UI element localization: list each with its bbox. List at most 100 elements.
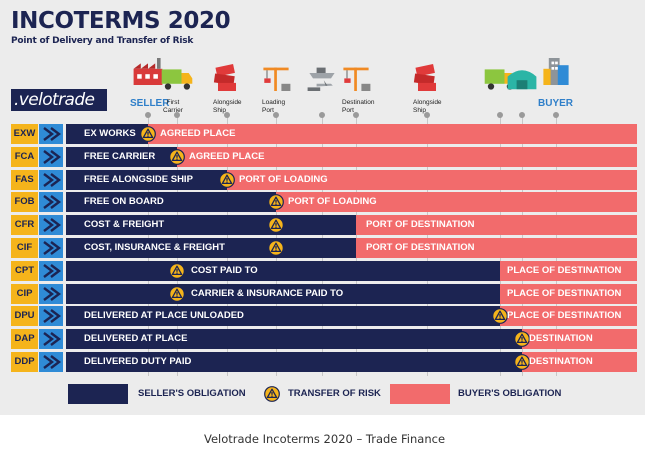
port-crane-icon [343, 67, 371, 91]
buyer-obligation-bar [356, 238, 637, 258]
legend-seller-label: SELLER'S OBLIGATION [138, 388, 246, 399]
stage-label: Destination Port [342, 99, 375, 114]
stage-label: Alongside Ship [213, 99, 242, 114]
incoterm-code: FOB [11, 192, 38, 213]
incoterm-code: FAS [11, 169, 38, 190]
incoterm-name: DELIVERED AT PLACE UNLOADED [84, 310, 244, 322]
incoterm-name: COST PAID TO [191, 264, 258, 276]
legend-seller-swatch [68, 384, 128, 404]
seller-obligation-bar [66, 260, 500, 281]
incoterm-name: EX WORKS [84, 128, 136, 139]
stage-label: Alongside Ship [413, 99, 442, 114]
buyer-place-label: PLACE OF DESTINATION [507, 287, 622, 299]
seller-obligation-bar [66, 215, 356, 236]
incoterm-row-ddp: DDP DELIVERED DUTY PAID DESTINATION [11, 352, 637, 372]
incoterm-name: FREE CARRIER [84, 150, 156, 162]
stage-label: Loading Port [262, 99, 286, 114]
incoterm-name: DELIVERED AT PLACE [84, 333, 188, 345]
transfer-of-risk-icon [169, 285, 185, 302]
buyer-obligation-bar [356, 215, 637, 236]
stage-marker-dot [224, 112, 230, 118]
incoterm-code: FCA [11, 146, 38, 167]
stage-marker-dot [273, 112, 279, 118]
legend-buyer-label: BUYER'S OBLIGATION [458, 388, 562, 399]
incoterm-row-dpu: DPU DELIVERED AT PLACE UNLOADED PLACE OF D… [11, 306, 637, 327]
building-icon [543, 58, 569, 85]
chevron-right-icon [39, 169, 63, 190]
transfer-of-risk-icon [169, 148, 185, 165]
transfer-of-risk-icon [492, 308, 508, 325]
chevron-right-icon [39, 215, 63, 236]
velotrade-logo: .velotrade [11, 89, 107, 111]
incoterm-code: CPT [11, 260, 38, 281]
buyer-place-label: PORT OF LOADING [239, 173, 328, 185]
seller-obligation-bar [66, 169, 227, 190]
incoterm-code: CIP [11, 283, 38, 304]
seller-obligation-bar [66, 329, 522, 350]
buyer-obligation-bar [227, 169, 637, 190]
buyer-obligation-bar [177, 146, 637, 167]
buyer-obligation-bar [500, 306, 637, 327]
transfer-of-risk-icon [268, 217, 284, 234]
incoterm-name: COST, INSURANCE & FREIGHT [84, 242, 225, 253]
transfer-of-risk-icon [514, 354, 530, 370]
truck-icon [161, 69, 193, 90]
chevron-right-icon [39, 146, 63, 167]
transfer-of-risk-icon [140, 126, 156, 142]
transfer-of-risk-icon [268, 240, 284, 256]
port-crane-icon [263, 67, 291, 91]
stage-marker-dot [353, 112, 359, 118]
chevron-right-icon [39, 238, 63, 258]
seller-obligation-bar [66, 306, 500, 327]
incoterm-row-fas: FAS FREE ALONGSIDE SHIP PORT OF LOADING [11, 169, 637, 190]
buyer-place-label: PLACE OF DESTINATION [507, 310, 622, 322]
chevron-right-icon [39, 283, 63, 304]
party-label-seller: SELLER [130, 98, 170, 109]
buyer-obligation-bar [500, 260, 637, 281]
container-stack-icon [213, 64, 236, 91]
seller-obligation-bar [66, 352, 522, 372]
page-subtitle: Point of Delivery and Transfer of Risk [11, 36, 194, 46]
warehouse-icon [507, 70, 537, 90]
incoterm-code: DAP [11, 329, 38, 350]
incoterm-code: CIF [11, 238, 38, 258]
chevron-right-icon [39, 352, 63, 372]
buyer-place-label: AGREED PLACE [189, 150, 265, 162]
stage-marker-dot [319, 112, 325, 118]
seller-obligation-bar [66, 146, 177, 167]
incoterm-row-dap: DAP DELIVERED AT PLACE DESTINATION [11, 329, 637, 350]
ship-plane-icon [307, 67, 335, 91]
incoterm-code: DPU [11, 306, 38, 327]
incoterm-code: EXW [11, 124, 38, 144]
chevron-right-icon [39, 306, 63, 327]
incoterm-name: FREE ALONGSIDE SHIP [84, 173, 193, 185]
legend-buyer-swatch [390, 384, 450, 404]
incoterm-row-cfr: CFR COST & FREIGHT PORT OF DESTINATION [11, 215, 637, 236]
transfer-of-risk-icon [268, 194, 284, 211]
buyer-place-label: PORT OF LOADING [288, 196, 377, 208]
stage-marker-dot [497, 112, 503, 118]
factory-icon [133, 58, 163, 85]
incoterm-row-cip: CIP CARRIER & INSURANCE PAID TO PLACE OF D… [11, 283, 637, 304]
stage-marker-dot [424, 112, 430, 118]
incoterm-row-fob: FOB FREE ON BOARD PORT OF LOADING [11, 192, 637, 213]
chevron-right-icon [39, 329, 63, 350]
page-title: INCOTERMS 2020 [11, 8, 231, 34]
seller-obligation-bar [66, 192, 276, 213]
container-stack-icon [413, 64, 436, 91]
buyer-obligation-bar [522, 352, 637, 372]
incoterm-name: FREE ON BOARD [84, 196, 164, 208]
buyer-place-label: AGREED PLACE [160, 128, 236, 139]
incoterms-infographic: INCOTERMS 2020 Point of Delivery and Tra… [0, 0, 645, 415]
stage-marker-dot [174, 112, 180, 118]
incoterm-name: DELIVERED DUTY PAID [84, 356, 192, 367]
buyer-place-label: PORT OF DESTINATION [366, 219, 475, 231]
stage-marker-dot [553, 112, 559, 118]
transfer-of-risk-icon [514, 331, 530, 348]
transfer-of-risk-icon [169, 262, 185, 279]
legend-risk-label: TRANSFER OF RISK [288, 388, 381, 399]
buyer-place-label: PLACE OF DESTINATION [507, 264, 622, 276]
incoterm-name: COST & FREIGHT [84, 219, 165, 231]
chevron-right-icon [39, 260, 63, 281]
incoterm-row-cpt: CPT COST PAID TO PLACE OF DESTINATION [11, 260, 637, 281]
